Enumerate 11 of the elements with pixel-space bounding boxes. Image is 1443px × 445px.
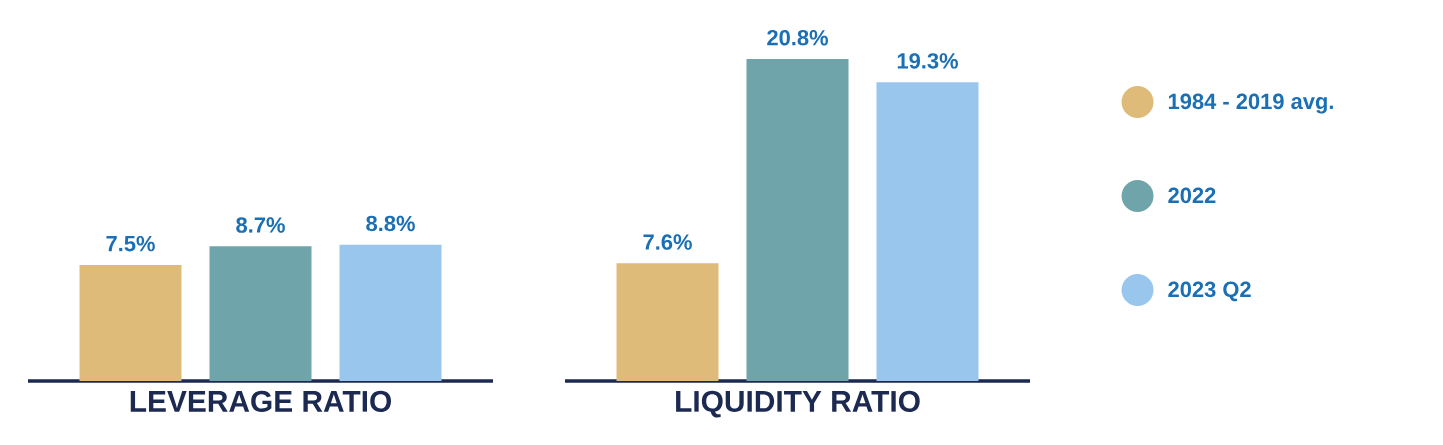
data-label: 7.5%: [106, 235, 155, 252]
data-label: 20.8%: [767, 29, 828, 46]
x-axis-title: LEVERAGE RATIO: [130, 390, 391, 412]
data-label: 19.3%: [897, 53, 958, 69]
legend-label: 2023 Q2: [1168, 281, 1251, 302]
data-label: 8.8%: [366, 215, 415, 232]
data-label: 8.7%: [236, 217, 285, 233]
data-label: 7.6%: [643, 234, 692, 250]
x-axis-title: LIQUIDITY RATIO: [676, 390, 920, 418]
legend-label: 1984 - 2019 avg.: [1168, 93, 1333, 114]
legend-label: 2022: [1168, 187, 1216, 204]
